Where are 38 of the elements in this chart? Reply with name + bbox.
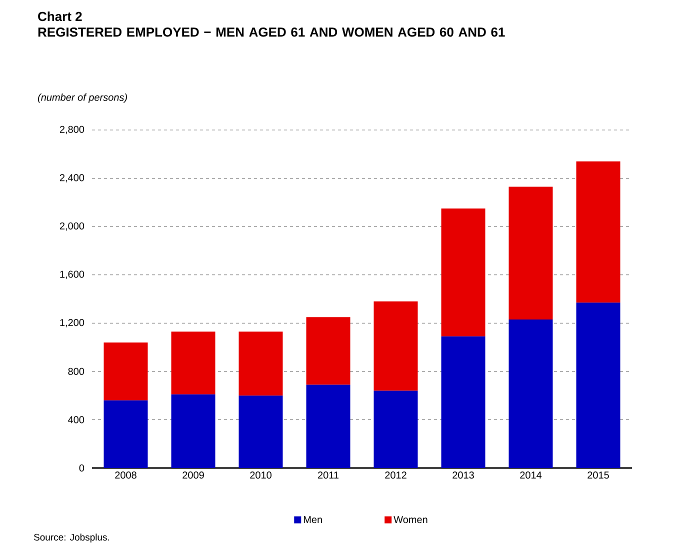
chart-subtitle: REGISTERED EMPLOYED − MEN AGED 61 AND WOMEN AGED 60 AND 61 bbox=[38, 28, 505, 37]
bar bbox=[306, 317, 350, 385]
x-tick-label: 2011 bbox=[318, 472, 339, 479]
bar bbox=[576, 302, 620, 468]
y-tick-label: 0 bbox=[79, 464, 84, 472]
x-tick-label: 2009 bbox=[182, 472, 204, 479]
y-tick-label: 1,200 bbox=[60, 319, 84, 328]
source-note: Source: Jobsplus. bbox=[34, 534, 110, 542]
bar bbox=[104, 342, 148, 400]
y-tick-label: 2,400 bbox=[60, 174, 84, 182]
y-tick-label: 1,600 bbox=[60, 270, 84, 279]
bar bbox=[104, 400, 148, 468]
bar bbox=[441, 208, 486, 336]
bar bbox=[238, 396, 283, 468]
x-tick-label: 2013 bbox=[452, 472, 474, 479]
bar bbox=[306, 384, 350, 468]
bar bbox=[508, 186, 553, 320]
bar bbox=[238, 332, 283, 396]
y-tick-label: 2,000 bbox=[60, 222, 84, 231]
y-tick-label: 800 bbox=[68, 368, 84, 375]
y-axis-title: (number of persons) bbox=[38, 94, 127, 103]
y-tick-label: 2,800 bbox=[60, 126, 84, 134]
x-tick-label: 2015 bbox=[588, 472, 609, 479]
legend-label: Women bbox=[394, 516, 428, 524]
x-tick-label: 2010 bbox=[250, 472, 272, 479]
bar bbox=[171, 394, 216, 468]
bar bbox=[441, 336, 486, 468]
bar bbox=[171, 332, 216, 394]
x-tick-label: 2012 bbox=[385, 472, 406, 479]
bar bbox=[576, 161, 620, 303]
chart-title: Chart 2 bbox=[38, 12, 82, 22]
bar bbox=[374, 390, 418, 468]
y-tick-label: 400 bbox=[68, 416, 84, 424]
legend-label: Men bbox=[304, 516, 322, 524]
x-tick-label: 2014 bbox=[520, 472, 542, 479]
x-tick-label: 2008 bbox=[115, 472, 136, 479]
bar bbox=[374, 301, 418, 391]
bar bbox=[508, 320, 553, 468]
